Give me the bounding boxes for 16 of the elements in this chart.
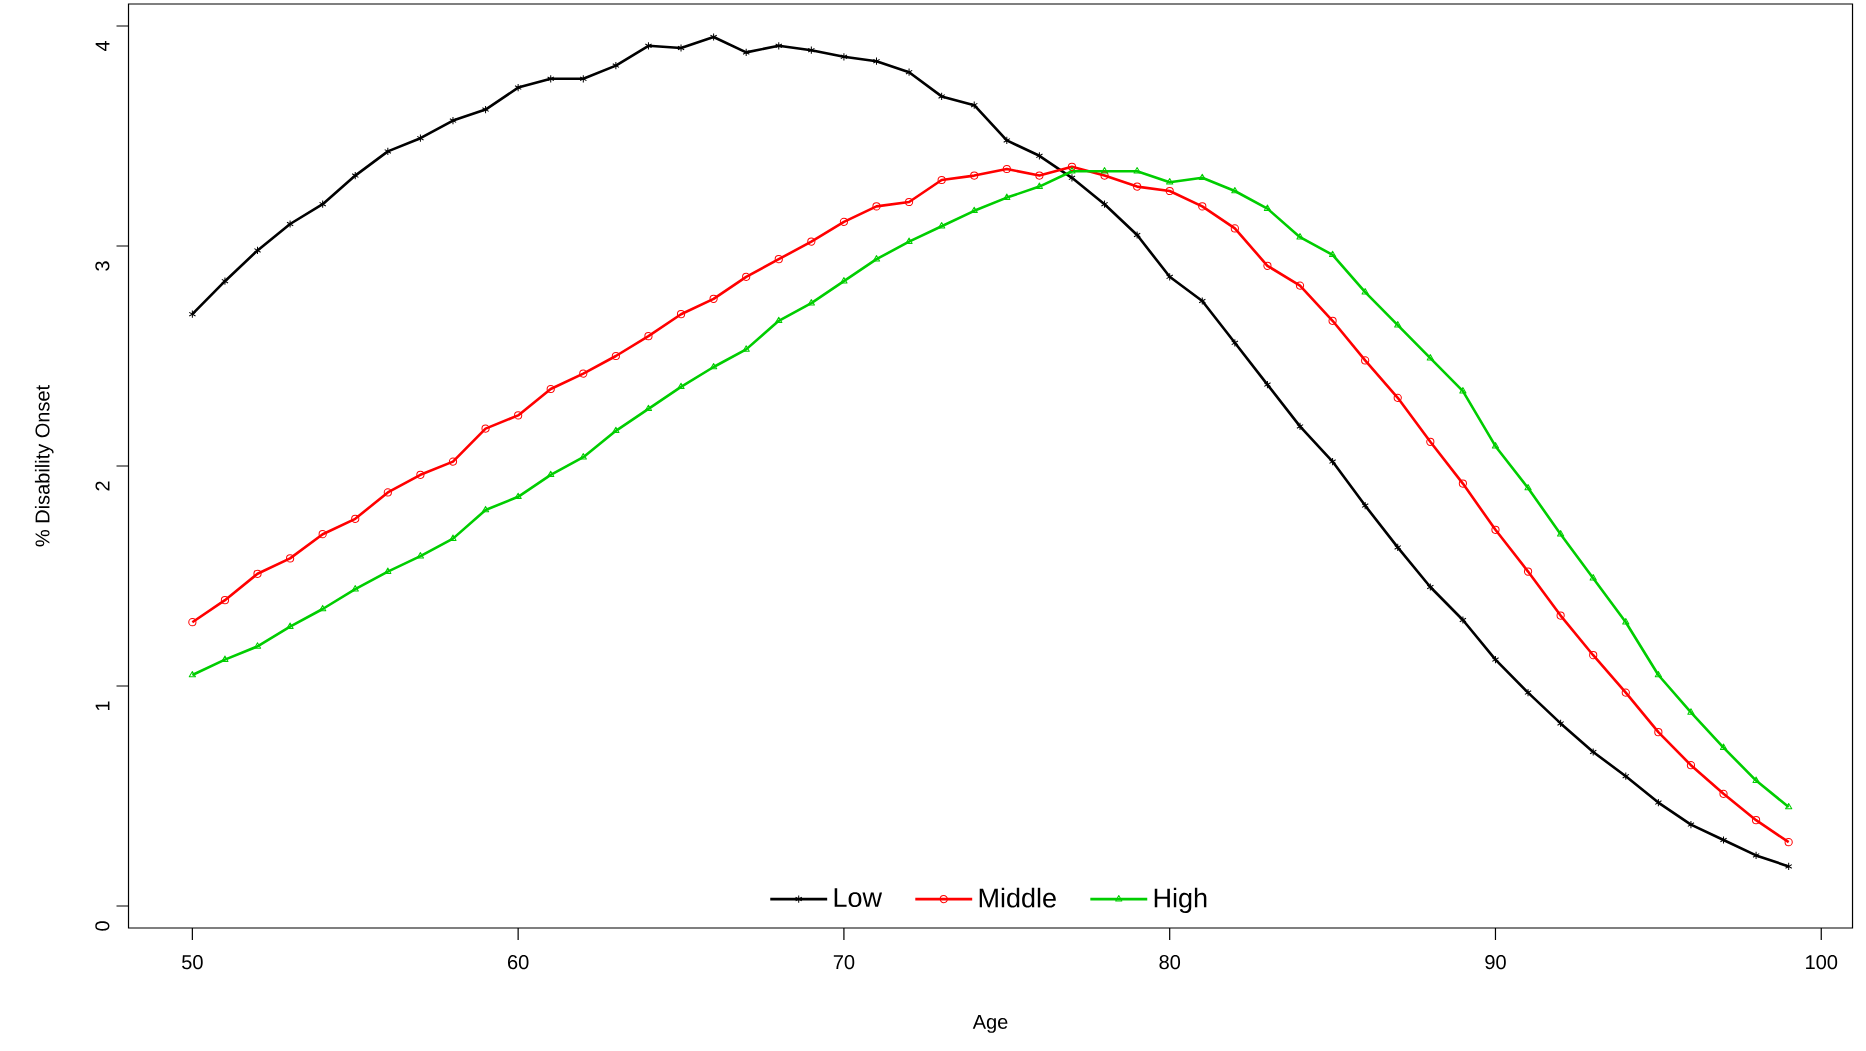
x-tick-label: 80: [1159, 955, 1181, 970]
x-tick-label: 60: [508, 955, 529, 970]
x-axis-title: Age: [972, 1014, 1008, 1033]
legend-label: High: [1154, 887, 1207, 913]
y-axis-title: % Disability Onset: [34, 385, 54, 547]
legend-label: Low: [834, 888, 883, 908]
y-tick-label: 3: [95, 261, 110, 271]
y-tick-label: 4: [95, 41, 110, 52]
x-tick-label: 70: [833, 955, 855, 970]
y-tick-label: 0: [95, 921, 110, 931]
y-tick-label: 1: [95, 701, 110, 711]
x-tick-label: 50: [182, 955, 203, 970]
y-tick-label: 2: [95, 481, 110, 491]
x-tick-label: 90: [1485, 955, 1506, 970]
x-tick-label: 100: [1806, 955, 1838, 970]
legend-label: Middle: [979, 887, 1056, 908]
